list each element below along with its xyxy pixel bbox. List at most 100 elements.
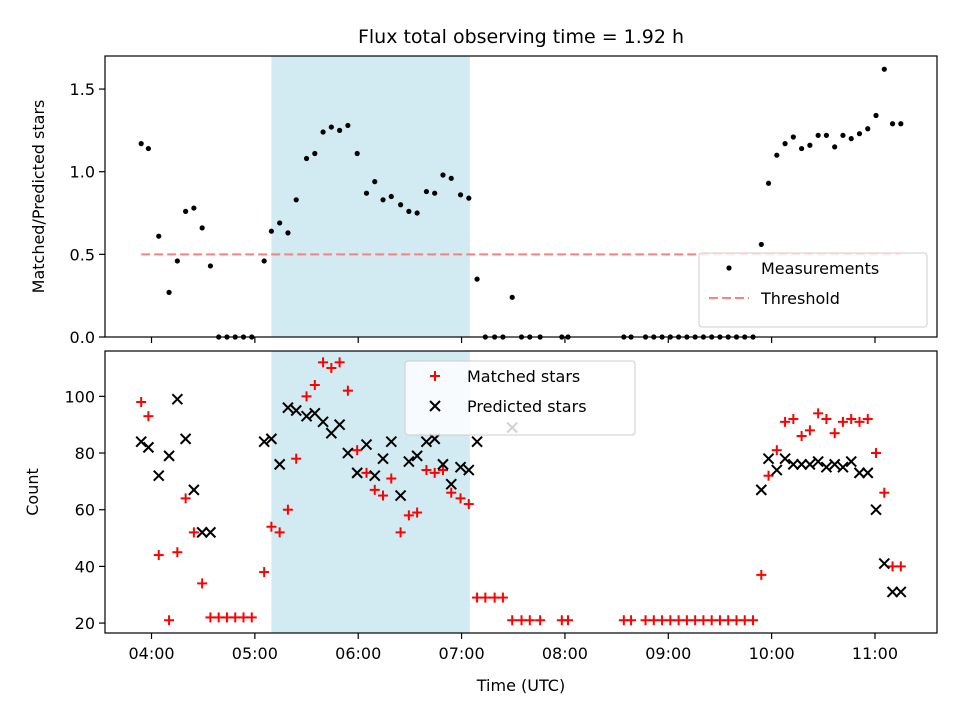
predicted-stars-legend-swatch-b (429, 400, 441, 412)
matched-stars-point (455, 493, 466, 504)
predicted-stars-point-b (258, 435, 270, 448)
measurements-point (790, 134, 796, 140)
matched-stars-point (796, 431, 807, 442)
matched-stars-point (524, 615, 535, 626)
top-legend: Measurements Threshold (698, 252, 928, 328)
matched-stars-point (259, 567, 270, 578)
predicted-stars-point-b (342, 447, 354, 459)
predicted-stars-point (153, 469, 165, 482)
measurements-point (881, 66, 887, 72)
x-tick-label: 08:00 (542, 644, 588, 663)
top-axis-ticks: 0.0 0.5 1.0 1.5 (70, 80, 876, 347)
predicted-stars-point (812, 455, 824, 468)
matched-stars-point (879, 487, 890, 498)
predicted-stars-point-b (845, 455, 857, 468)
matched-stars-point (412, 507, 423, 518)
predicted-stars-point (845, 455, 857, 468)
x-tick-label: 10:00 (749, 644, 795, 663)
matched-stars-point (837, 416, 848, 427)
predicted-stars-point (862, 467, 874, 479)
bottom-legend: Matched stars Predicted stars (404, 360, 636, 436)
bottom-axis-ticks: 04:00 05:00 06:00 07:00 08:00 09:00 10:00 11:00… (64, 387, 898, 663)
matched-stars-point (446, 487, 457, 498)
predicted-stars-point (420, 435, 433, 448)
top-y-tick-label: 0.5 (70, 245, 95, 264)
matched-stars-legend-swatch (430, 371, 440, 381)
predicted-stars-point (300, 410, 313, 422)
measurements-point (782, 141, 788, 147)
measurements-point (832, 144, 838, 150)
predicted-stars-point (454, 461, 467, 473)
predicted-stars-point (360, 438, 373, 451)
predicted-stars-point-b (135, 435, 147, 448)
matched-stars-point (780, 416, 791, 427)
matched-stars-point (188, 527, 199, 538)
x-tick-label: 11:00 (852, 644, 898, 663)
predicted-stars-point-b (755, 484, 768, 496)
predicted-stars-point (771, 464, 783, 476)
predicted-stars-point-b (837, 461, 849, 473)
bottom-legend-box (404, 360, 636, 436)
measurements-point (397, 202, 404, 208)
predicted-stars-legend-label: Predicted stars (467, 397, 587, 416)
x-tick-label: 09:00 (645, 644, 691, 663)
predicted-stars-point-b (385, 435, 397, 448)
measurements-legend-label: Measurements (761, 259, 879, 278)
matched-stars-point (756, 569, 767, 580)
measurements-point (840, 132, 846, 138)
matched-stars-point (180, 493, 191, 504)
matched-stars-point (342, 385, 353, 396)
predicted-stars-point-b (188, 484, 200, 496)
predicted-stars-point (878, 557, 890, 570)
measurements-point (174, 258, 180, 264)
measurements-point (823, 132, 830, 138)
matched-stars-point (895, 561, 906, 572)
predicted-stars-point-b (153, 469, 165, 482)
measurements-point (815, 132, 821, 138)
measurements-point (285, 230, 291, 236)
matched-stars-point (862, 414, 873, 425)
predicted-stars-point (273, 458, 286, 471)
measurements-point (440, 172, 446, 178)
matched-stars-point (480, 592, 491, 603)
predicted-stars-point (377, 452, 389, 465)
predicted-stars-point (837, 461, 849, 473)
predicted-stars-point (188, 484, 200, 496)
predicted-stars-point (204, 526, 217, 539)
matched-stars-point (763, 470, 774, 481)
matched-stars-point (821, 414, 832, 425)
matched-stars-point (854, 416, 865, 427)
predicted-stars-point (886, 586, 899, 598)
predicted-stars-point (755, 484, 768, 496)
matched-stars-point (535, 615, 546, 626)
matched-stars-point (326, 363, 337, 374)
predicted-stars-point-b (463, 464, 475, 476)
predicted-stars-point (870, 504, 882, 516)
predicted-stars-point-b (762, 452, 775, 465)
predicted-stars-point (171, 393, 184, 405)
predicted-stars-point (163, 450, 175, 462)
predicted-stars-point (853, 467, 866, 479)
predicted-stars-point (428, 433, 441, 445)
measurements-point (774, 152, 780, 158)
predicted-stars-point-b (862, 467, 874, 479)
measurements-point (363, 190, 370, 196)
predicted-stars-point-b (163, 450, 175, 462)
predicted-stars-point (762, 452, 775, 465)
matched-stars-point (403, 510, 414, 521)
measurements-point (145, 145, 152, 152)
top-panel: 0.0 0.5 1.0 1.5 Matched/Predicted stars Mea… (29, 55, 938, 347)
predicted-stars-legend-swatch (429, 400, 441, 412)
x-tick-label: 06:00 (335, 644, 381, 663)
predicted-stars-point (394, 489, 407, 502)
predicted-stars-point-b (369, 469, 381, 482)
measurements-point (509, 294, 515, 300)
measurements-point (758, 241, 764, 248)
matched-stars-point (291, 453, 302, 464)
predicted-stars-point-b (142, 441, 155, 454)
matched-stars-point (282, 504, 293, 515)
bottom-y-axis-label: Count (23, 468, 42, 516)
predicted-stars-point (196, 526, 208, 539)
predicted-stars-point-b (394, 489, 407, 502)
